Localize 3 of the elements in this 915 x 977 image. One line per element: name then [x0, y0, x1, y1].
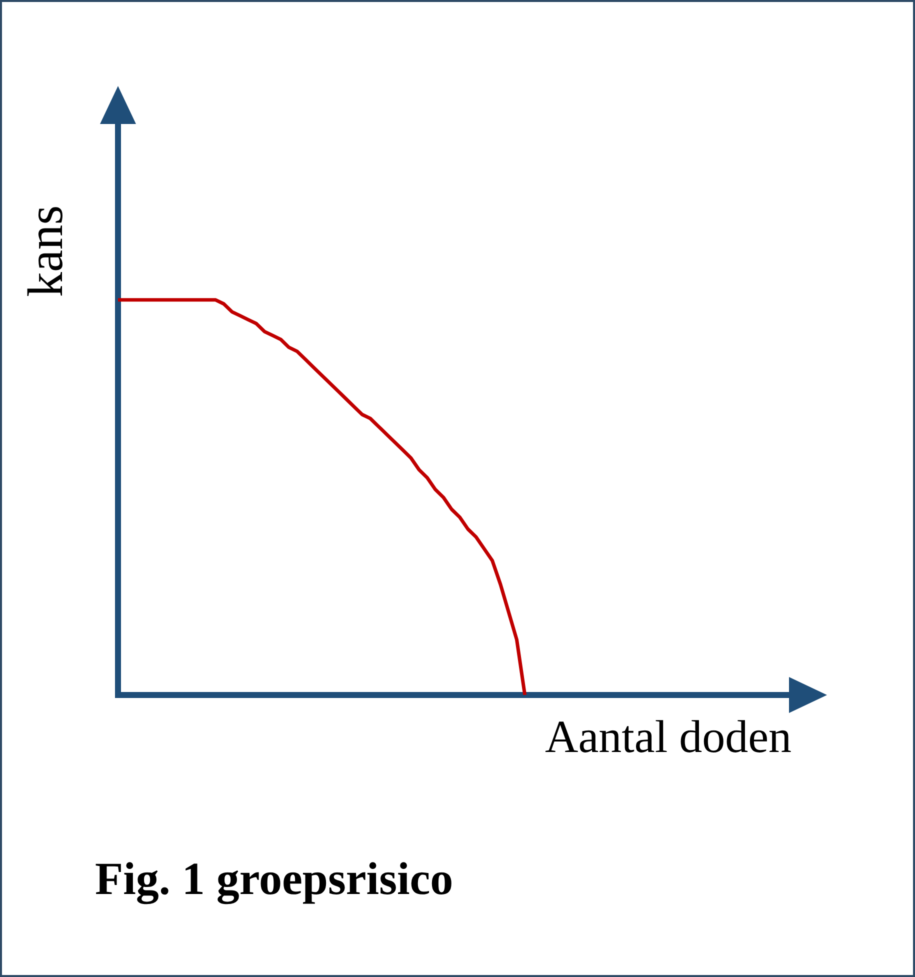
x-axis-title: Aantal doden	[545, 710, 792, 763]
caption: Fig. 1 groepsrisico	[95, 852, 454, 905]
y-axis-title: kans	[16, 205, 74, 297]
